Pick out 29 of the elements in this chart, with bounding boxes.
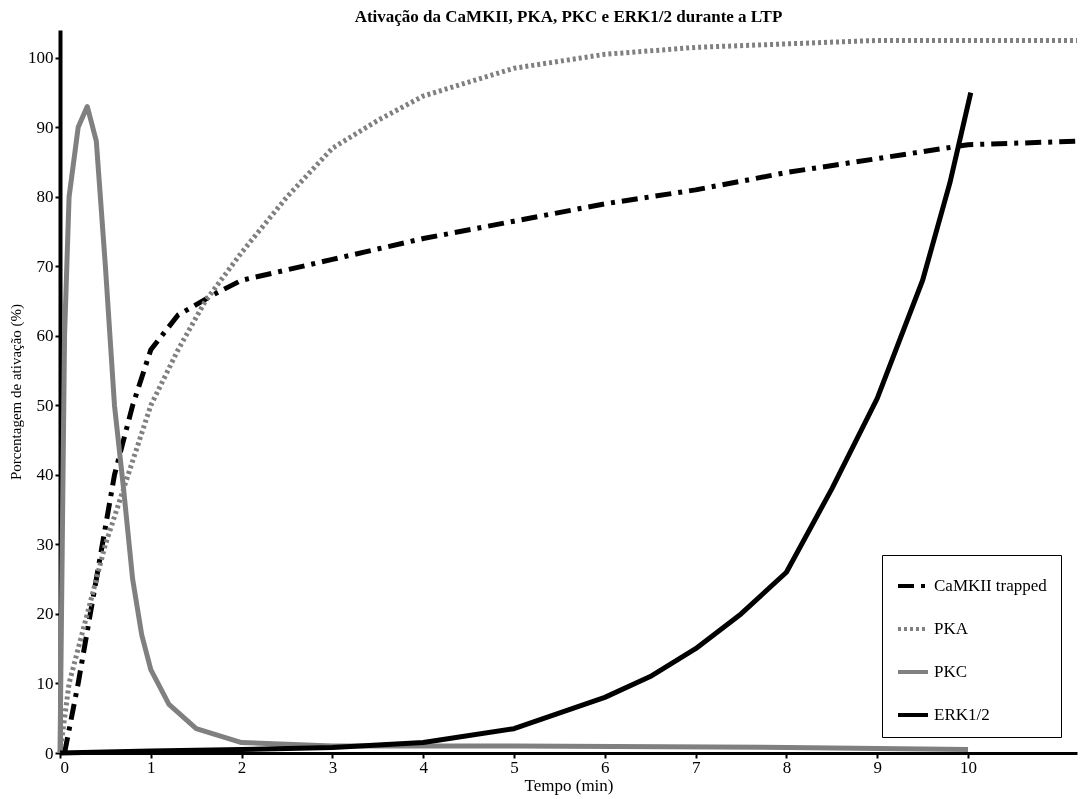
y-tick-label: 50 — [36, 395, 54, 415]
x-tick-label: 1 — [147, 757, 156, 777]
y-tick-label: 30 — [36, 534, 54, 554]
x-tick-label: 6 — [601, 757, 610, 777]
y-tick-label: 70 — [36, 256, 54, 276]
x-tick-label: 4 — [419, 757, 429, 777]
y-tick-label: 0 — [45, 743, 54, 763]
x-tick-label: 10 — [960, 757, 978, 777]
x-tick-label: 5 — [510, 757, 519, 777]
chart-title: Ativação da CaMKII, PKA, PKC e ERK1/2 durante a LTP — [354, 7, 783, 26]
legend-label: PKA — [934, 619, 969, 638]
y-tick-label: 10 — [36, 673, 54, 693]
y-tick-label: 60 — [36, 326, 54, 346]
y-tick-label: 40 — [36, 465, 54, 485]
x-tick-label: 0 — [60, 757, 69, 777]
y-axis-title: Porcentagem de ativação (%) — [8, 303, 25, 481]
y-tick-label: 100 — [28, 48, 54, 68]
x-tick-label: 3 — [328, 757, 338, 777]
legend-label: CaMKII trapped — [934, 576, 1048, 595]
x-tick-label: 2 — [237, 757, 247, 777]
x-tick-label: 7 — [691, 757, 701, 777]
y-tick-label: 20 — [36, 604, 54, 624]
y-tick-label: 80 — [36, 187, 54, 207]
y-tick-label: 90 — [36, 117, 54, 137]
legend-label: PKC — [934, 662, 968, 681]
legend-label: ERK1/2 — [934, 705, 990, 724]
x-tick-label: 8 — [782, 757, 792, 777]
x-tick-label: 9 — [873, 757, 882, 777]
x-axis-title: Tempo (min) — [524, 775, 614, 795]
